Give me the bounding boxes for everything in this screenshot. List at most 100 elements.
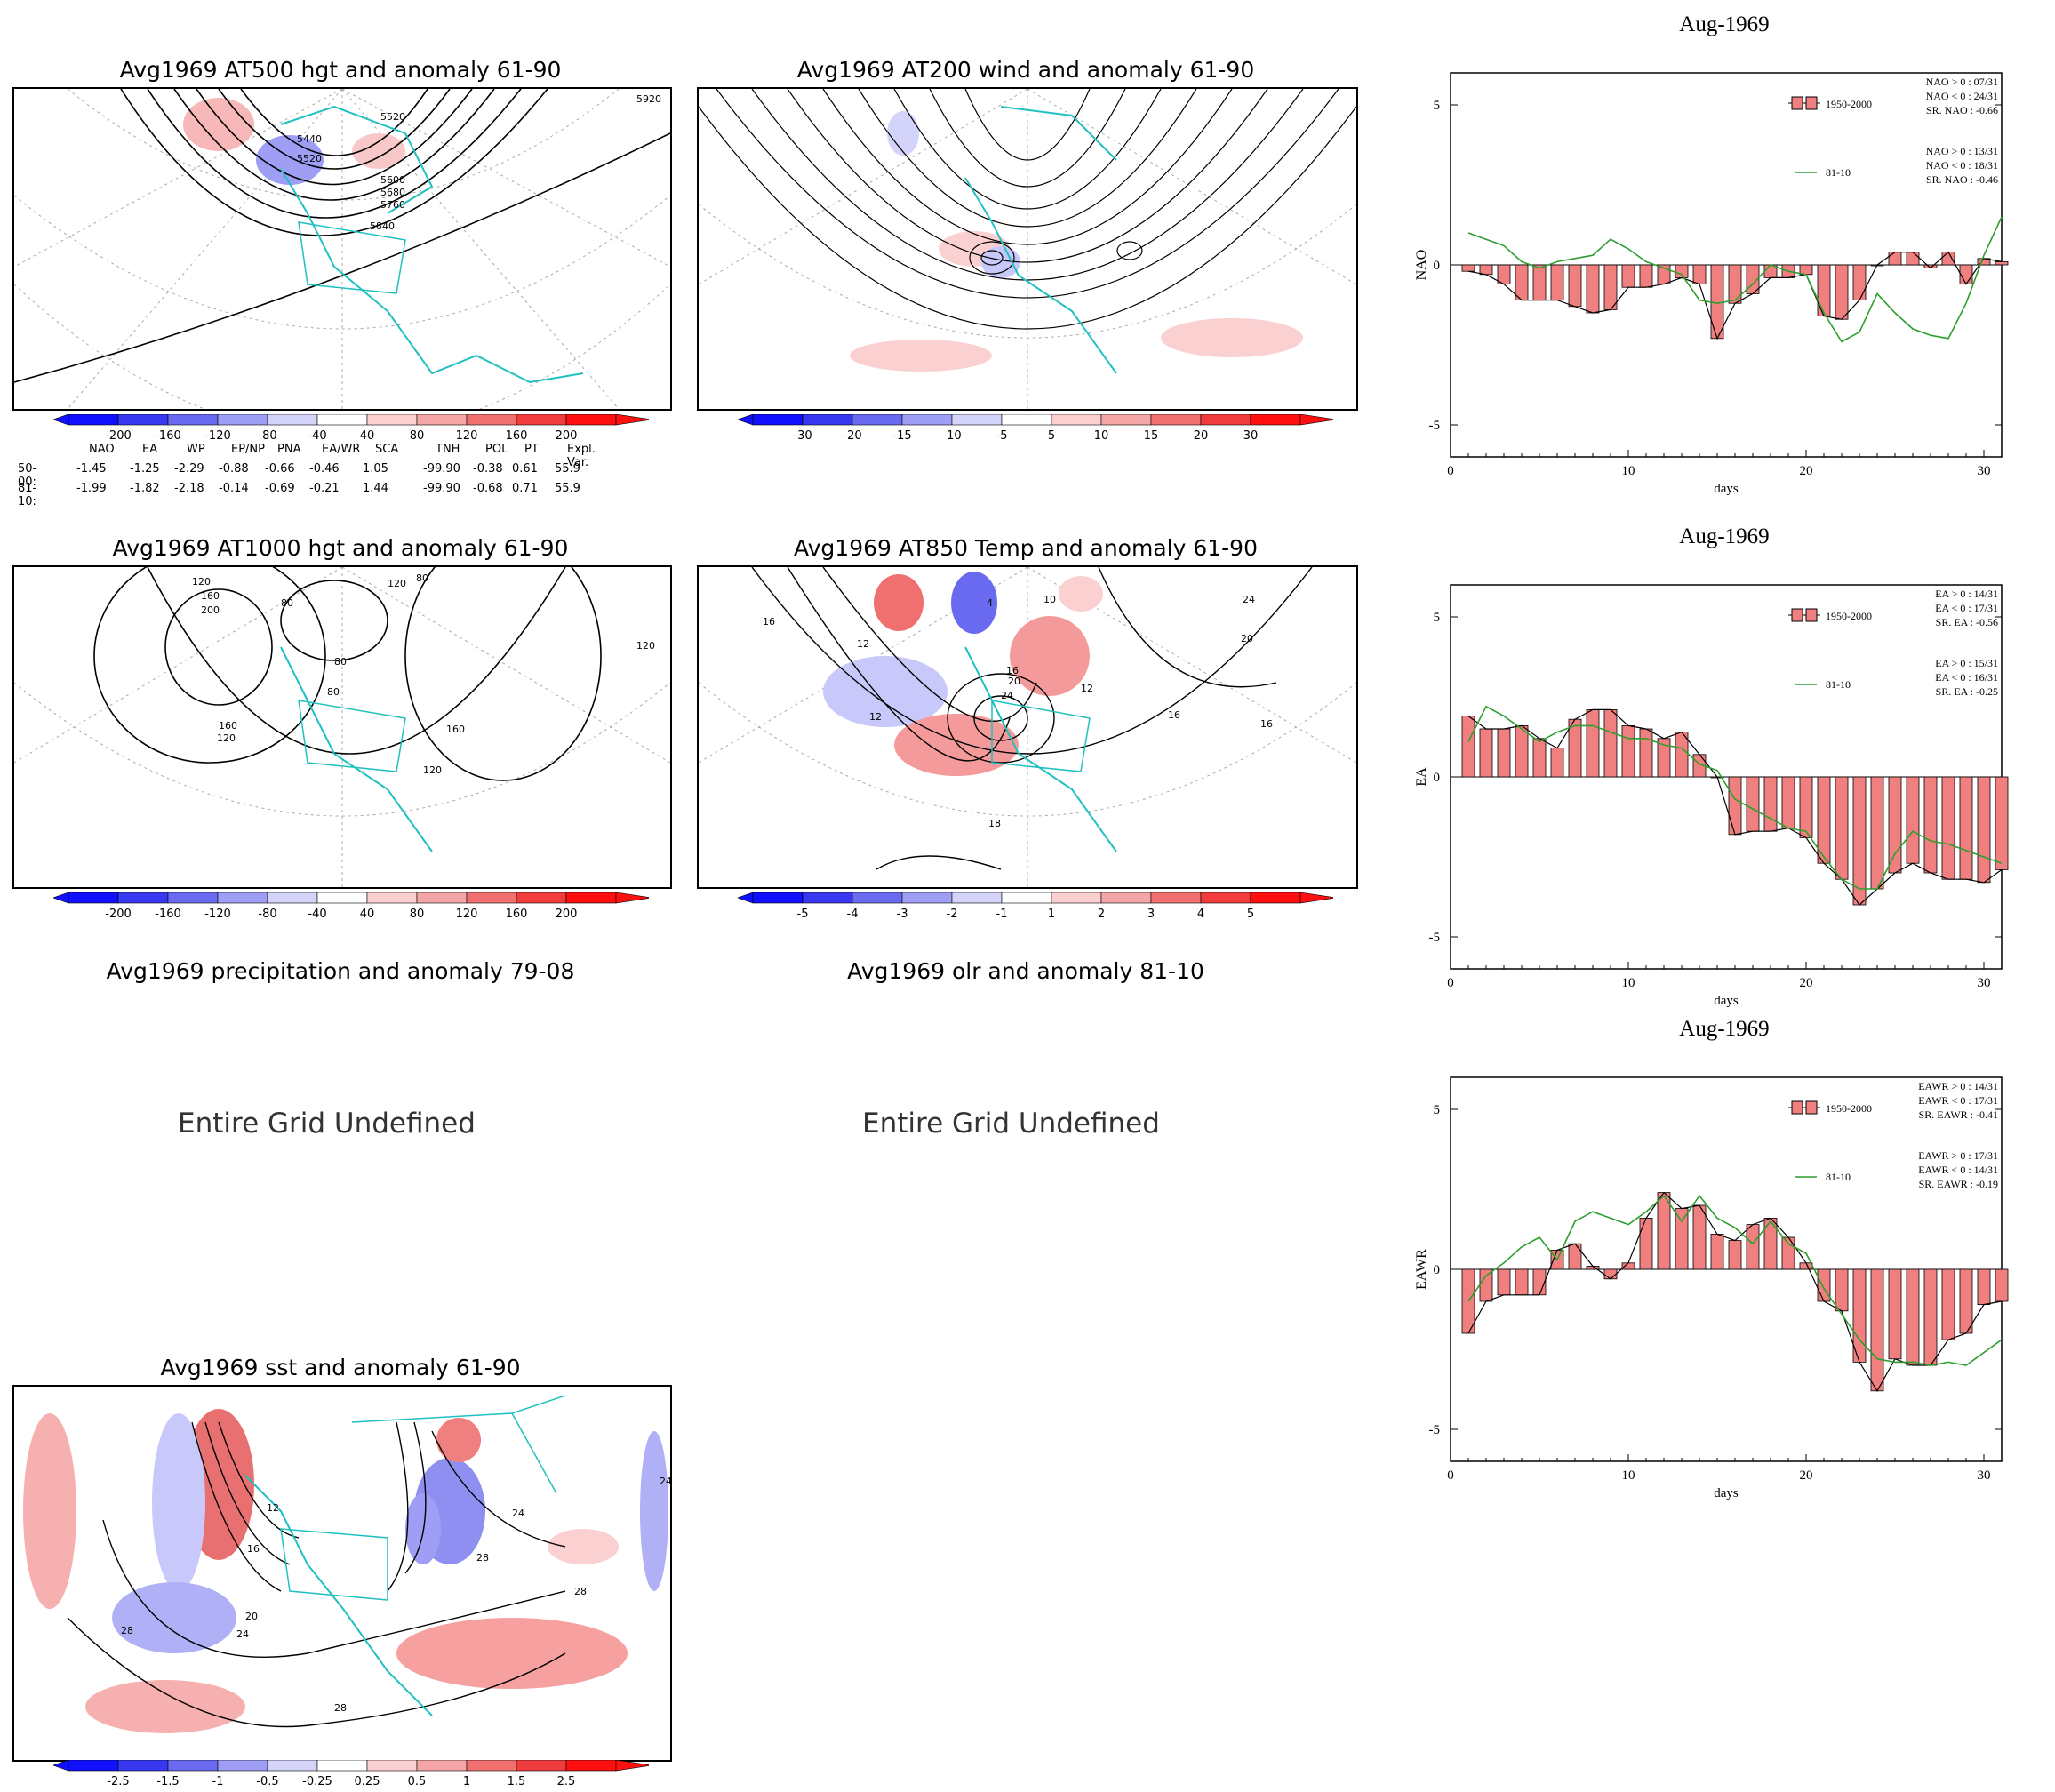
colorbar-segment — [416, 892, 468, 904]
colorbar-label: 20 — [1194, 429, 1209, 443]
colorbar-label: 10 — [1094, 429, 1109, 443]
series-line-81-10 — [1467, 216, 2003, 343]
index-table-cell: -0.68 — [473, 482, 503, 495]
bar — [1532, 1268, 1547, 1296]
t850-contour-label: 20 — [1241, 633, 1253, 644]
bar — [1906, 252, 1920, 266]
colorbar-label: -30 — [793, 429, 812, 443]
legend-line-stat: SR. NAO : -0.46 — [1926, 173, 1998, 186]
y-tick-label: -5 — [1429, 931, 1441, 945]
colorbar-label: 15 — [1144, 429, 1159, 443]
colorbar-svg: -200 -160 -120 -80 -40 40 80 120 160 200 — [53, 892, 649, 921]
t850-plot: 16 12 4 10 12 16 20 24 12 16 18 16 20 24 — [699, 567, 1356, 887]
index-table-cell: -0.14 — [219, 482, 249, 495]
colorbar-sst: -2.5 -1.5 -1 -0.5 -0.25 0.25 0.5 1 1.5 2.5 — [53, 1760, 649, 1792]
ts-chart-ea: 5 0 -5 0 10 20 30 days EA 1950-2000 81-10 EA > 0 : … — [1387, 548, 2009, 1028]
bar — [1692, 264, 1707, 285]
colorbar-label: -80 — [258, 908, 276, 921]
series-line-81-10 — [1467, 705, 2003, 890]
index-table-cell: -0.88 — [219, 462, 249, 476]
bar — [1746, 776, 1760, 832]
colorbar-segment — [167, 892, 219, 904]
legend-line-name: 81-10 — [1826, 678, 1851, 691]
colorbar-label: -1 — [212, 1775, 224, 1788]
legend-bar-stat: SR. NAO : -0.66 — [1926, 104, 1998, 116]
legend-bar-name: 1950-2000 — [1826, 610, 1872, 622]
colorbar-segment — [802, 892, 853, 904]
colorbar-label: -0.25 — [302, 1775, 332, 1788]
colorbar-segment — [316, 1760, 368, 1772]
colorbar-segment — [366, 892, 418, 904]
colorbar-segment — [565, 892, 617, 904]
ts-chart-eawr: 5 0 -5 0 10 20 30 days EAWR 1950-2000 81-10 EAWR > … — [1387, 1040, 2009, 1520]
colorbar-segment — [1100, 892, 1152, 904]
colorbar-label: -15 — [892, 429, 911, 443]
bar — [1710, 264, 1724, 340]
bar — [1550, 264, 1564, 300]
bar — [1906, 1268, 1920, 1366]
index-table-header-cell: WP — [187, 443, 205, 456]
x-tick-label: 10 — [1622, 976, 1635, 990]
t850-contour-label: 18 — [988, 818, 1001, 829]
x-tick-label: 20 — [1800, 1468, 1813, 1483]
bar — [1995, 1268, 2009, 1302]
bar — [1888, 252, 1902, 266]
bar — [1497, 1268, 1511, 1296]
x-tick-label: 20 — [1800, 976, 1813, 990]
bar — [1461, 716, 1475, 778]
sst-contour-label: 12 — [267, 1502, 279, 1514]
bar — [1568, 264, 1582, 308]
colorbar-label: 40 — [360, 429, 375, 443]
colorbar-segment — [852, 414, 903, 426]
index-table-header-cell: Expl. Var. — [567, 443, 596, 469]
x-tick-label: 30 — [1978, 464, 1991, 478]
colorbar-t850: -5 -4 -3 -2 -1 1 2 3 4 5 — [738, 892, 1333, 924]
colorbar-segment — [1051, 414, 1102, 426]
legend-bar-swatch — [1791, 96, 1803, 110]
colorbar-segment — [117, 414, 169, 426]
t850-contour-label: 4 — [987, 597, 993, 609]
bar — [1763, 776, 1778, 832]
z1000-contour-label: 120 — [217, 732, 236, 744]
sst-plot: 28 24 20 16 12 24 28 28 28 24 — [14, 1387, 670, 1760]
z500-plot: 5920 5440 5520 5520 5600 5680 5760 5840 — [14, 89, 670, 409]
colorbar-label: -160 — [155, 429, 181, 443]
colorbar-segment — [1001, 892, 1052, 904]
sst-contour-label: 20 — [245, 1611, 258, 1622]
bar — [1870, 1268, 1884, 1392]
colorbar-w200: -30 -20 -15 -10 -5 5 10 15 20 30 — [738, 414, 1333, 446]
index-table-cell: 55.9 — [555, 462, 580, 476]
x-axis-label: days — [1714, 482, 1739, 496]
index-table-header-cell: SCA — [375, 443, 399, 456]
bar — [1941, 252, 1955, 266]
colorbar-label: -2 — [947, 908, 958, 921]
bar — [1586, 708, 1600, 778]
z500-contour-label: 5520 — [297, 153, 322, 164]
x-tick-label: 20 — [1800, 464, 1813, 478]
z500-contour-label: 5440 — [297, 133, 322, 145]
z1000-contour-label: 80 — [281, 597, 293, 609]
z1000-contour-label: 200 — [201, 604, 220, 616]
colorbar-segment — [466, 414, 517, 426]
ts-chart-nao: 5 0 -5 0 10 20 30 days NAO 1950-2000 81-10 NAO > 0 … — [1387, 36, 2009, 516]
bar — [1515, 724, 1529, 778]
colorbar-label: 2.5 — [557, 1775, 576, 1788]
bar — [1995, 260, 2009, 266]
colorbar-segment — [366, 414, 418, 426]
colorbar-segment — [316, 414, 368, 426]
bar — [1835, 1268, 1849, 1312]
colorbar-segment — [565, 1760, 617, 1772]
bar — [1603, 264, 1618, 310]
t850-contour-label: 20 — [1008, 676, 1020, 687]
bar — [1817, 1268, 1831, 1302]
index-table-cell: -1.45 — [76, 462, 107, 476]
colorbar-svg: -30 -20 -15 -10 -5 5 10 15 20 30 — [738, 414, 1333, 443]
map-title-z1000: Avg1969 AT1000 hgt and anomaly 61-90 — [112, 535, 569, 561]
z500-contour-label: 5920 — [636, 93, 661, 105]
bar — [1923, 1268, 1938, 1366]
z1000-contour-label: 80 — [327, 686, 340, 698]
z1000-contour-label: 80 — [416, 572, 428, 584]
index-table-cell: -0.21 — [309, 482, 340, 495]
colorbar-label: -120 — [204, 429, 231, 443]
x-tick-label: 10 — [1622, 1468, 1635, 1483]
